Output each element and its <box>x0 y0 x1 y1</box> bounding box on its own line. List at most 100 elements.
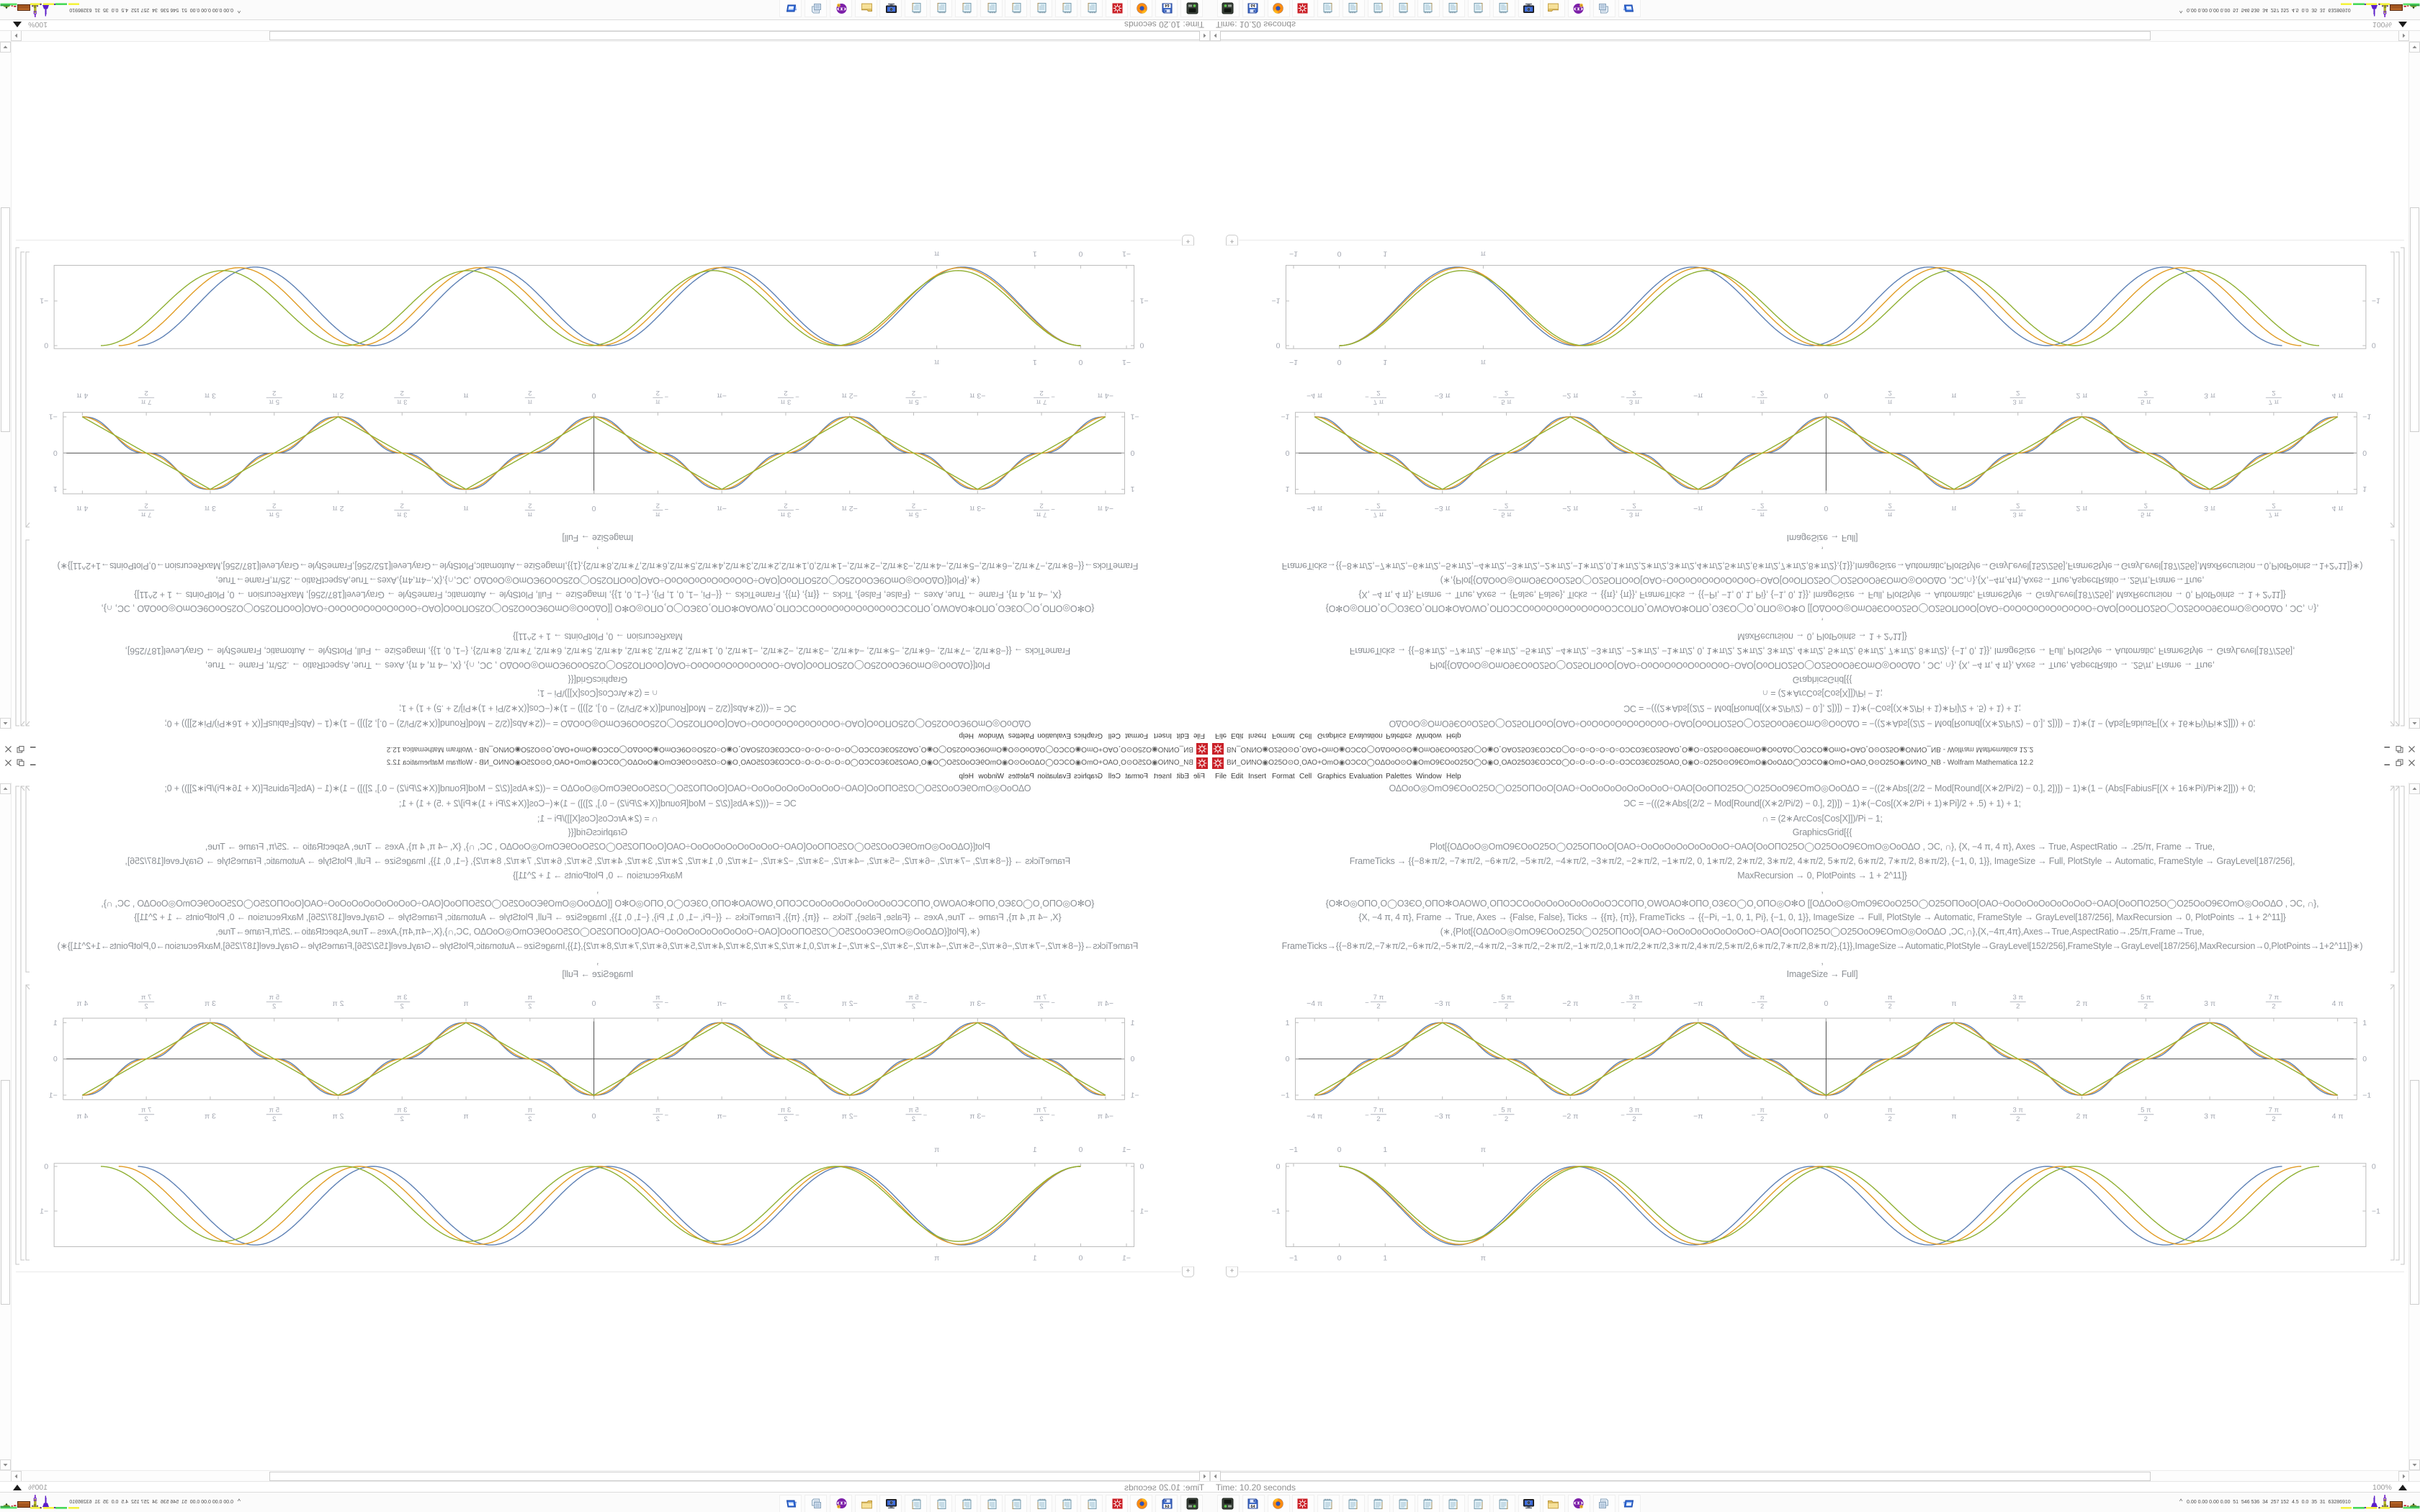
taskbar-icon-notepad[interactable] <box>1030 1495 1053 1512</box>
menu-graphics[interactable]: Graphics <box>1317 732 1347 739</box>
code-line-13[interactable]: , <box>596 956 599 966</box>
taskbar-icon-firefox[interactable] <box>1267 0 1290 17</box>
menu-cell[interactable]: Cell <box>1108 732 1121 739</box>
code-line-1[interactable]: ΟΔΟοΟ◎ΟmΟ9ЄΟοΟ25Ο◯Ο25ΟΠΟοΟ[ΟΑΟ÷ΟοΟοΟοΟοΟ… <box>164 719 1031 729</box>
code-line-3[interactable]: ∩ = (2∗ArcCos[Cos[X]])/Pi − 1; <box>537 688 658 698</box>
restore-button[interactable] <box>2396 759 2403 767</box>
menu-format[interactable]: Format <box>1272 732 1295 739</box>
taskbar-icon-notepad[interactable] <box>1468 0 1490 17</box>
code-line-8[interactable]: , <box>1821 617 1824 627</box>
taskbar-icon-monitor[interactable] <box>1518 1495 1541 1512</box>
code-line-12[interactable]: FrameTicks→{{−8∗π/2,−7∗π/2,−6∗π/2,−5∗π/2… <box>1281 941 2363 951</box>
code-line-7[interactable]: MaxRecursion → 0, PlotPoints → 1 + 2^11]… <box>1737 631 1907 642</box>
scroll-down-button[interactable] <box>0 42 11 53</box>
menu-help[interactable]: Help <box>959 773 974 780</box>
horizontal-scroll-thumb[interactable] <box>1220 1472 2151 1481</box>
tray-expand-chevron-icon[interactable]: ^ <box>2179 7 2183 14</box>
taskbar-icon-notepad[interactable] <box>1443 0 1466 17</box>
code-line-7[interactable]: MaxRecursion → 0, PlotPoints → 1 + 2^11]… <box>513 870 683 881</box>
code-line-8[interactable]: , <box>1821 885 1824 895</box>
taskbar-icon-mathematica[interactable] <box>1292 1495 1315 1512</box>
code-line-5[interactable]: Plot[{ΟΔΟοΟ◎ΟmΟ9ЄΟοΟ25Ο◯Ο25ΟΠΟοΟ[ΟΑΟ÷ΟοΟ… <box>205 842 990 852</box>
scroll-down-button[interactable] <box>2409 42 2420 53</box>
code-line-7[interactable]: MaxRecursion → 0, PlotPoints → 1 + 2^11]… <box>1737 870 1907 881</box>
taskbar-icon-mathematica[interactable] <box>1292 0 1315 17</box>
taskbar-icon-firefox[interactable] <box>1267 1495 1290 1512</box>
taskbar-icon-purple-mask[interactable] <box>1568 0 1591 17</box>
code-line-1[interactable]: ΟΔΟοΟ◎ΟmΟ9ЄΟοΟ25Ο◯Ο25ΟΠΟοΟ[ΟΑΟ÷ΟοΟοΟοΟοΟ… <box>164 783 1031 793</box>
taskbar-icon-notepad[interactable] <box>1417 1495 1440 1512</box>
code-line-12[interactable]: FrameTicks→{{−8∗π/2,−7∗π/2,−6∗π/2,−5∗π/2… <box>57 561 1139 571</box>
vertical-scroll-thumb[interactable] <box>2410 1080 2419 1305</box>
tray-expand-chevron-icon[interactable]: ^ <box>237 1498 241 1505</box>
scroll-left-button[interactable] <box>1210 30 1221 41</box>
cell-brackets[interactable] <box>12 783 33 1301</box>
taskbar-icon-notepad[interactable] <box>1367 0 1390 17</box>
code-line-6[interactable]: FrameTicks → {{−8∗π/2, −7∗π/2, −6∗π/2, −… <box>1349 646 2295 656</box>
code-line-1[interactable]: ΟΔΟοΟ◎ΟmΟ9ЄΟοΟ25Ο◯Ο25ΟΠΟοΟ[ΟΑΟ÷ΟοΟοΟοΟοΟ… <box>1389 783 2256 793</box>
scroll-left-button[interactable] <box>1199 30 1210 41</box>
taskbar-icon-notepad[interactable] <box>1080 0 1103 17</box>
taskbar-icon-notepad[interactable] <box>1367 1495 1390 1512</box>
window-titlebar[interactable]: ВИ_ОИNО◉О25О⊙О¸ОАО+ОmО◉ОƆϹО◯ОΔОοО⊙О◉ОmО9… <box>0 742 1210 756</box>
code-line-11[interactable]: (∗,{Plot[{ΟΔΟοΟ◎ΟmΟ9ЄΟοΟ25Ο◯Ο25ΟΠΟοΟ[ΟΑΟ… <box>215 575 980 585</box>
taskbar-icon-printer[interactable] <box>805 0 827 17</box>
code-line-10[interactable]: {X, −4 π, 4 π}, Frame → True, Axes → {Fa… <box>1358 912 2286 922</box>
taskbar-icon-printer[interactable] <box>805 1495 827 1512</box>
menu-help[interactable]: Help <box>959 732 974 739</box>
horizontal-scroll-thumb[interactable] <box>1220 31 2151 40</box>
scroll-right-button[interactable] <box>2398 30 2409 41</box>
menu-insert[interactable]: Insert <box>1248 773 1267 780</box>
taskbar-icon-notepad[interactable] <box>930 0 952 17</box>
code-line-10[interactable]: {X, −4 π, 4 π}, Frame → True, Axes → {Fa… <box>134 590 1062 600</box>
code-line-4[interactable]: GraphicsGrid[{{ <box>568 827 628 837</box>
menu-evaluation[interactable]: Evaluation <box>1037 732 1071 739</box>
scroll-up-button[interactable] <box>2409 718 2420 729</box>
menu-graphics[interactable]: Graphics <box>1073 732 1103 739</box>
taskbar-icon-monitor[interactable] <box>879 0 902 17</box>
taskbar-icon-notepad[interactable] <box>1317 1495 1340 1512</box>
code-line-13[interactable]: , <box>596 546 599 556</box>
cell-brackets[interactable] <box>12 211 33 729</box>
taskbar-icon-folder[interactable] <box>854 1495 877 1512</box>
zoom-menu-arrow-icon[interactable] <box>2398 22 2407 27</box>
restore-button[interactable] <box>17 759 24 767</box>
scroll-up-button[interactable] <box>2409 783 2420 794</box>
horizontal-scrollbar[interactable] <box>1210 30 2420 42</box>
window-titlebar[interactable]: ВИ_ОИNО◉О25О⊙О¸ОАО+ОmО◉ОƆϹО◯ОΔОοО⊙О◉ОmО9… <box>1210 742 2420 756</box>
code-line-3[interactable]: ∩ = (2∗ArcCos[Cos[X]])/Pi − 1; <box>1762 814 1883 824</box>
menu-graphics[interactable]: Graphics <box>1073 773 1103 780</box>
status-zoom-level[interactable]: 100% <box>28 1483 48 1492</box>
code-line-9[interactable]: {Ο✻Ο◎ΟΠΟ¸Ο◯Ο3ЄΟ¸ΟΠΟ✻ΟΑΟWΟ¸ΟΠΟƆϹΟοΟοΟοΟοΟ… <box>101 899 1095 909</box>
code-line-6[interactable]: FrameTicks → {{−8∗π/2, −7∗π/2, −6∗π/2, −… <box>125 856 1071 866</box>
menu-evaluation[interactable]: Evaluation <box>1037 773 1071 780</box>
code-line-9[interactable]: {Ο✻Ο◎ΟΠΟ¸Ο◯Ο3ЄΟ¸ΟΠΟ✻ΟΑΟWΟ¸ΟΠΟƆϹΟοΟοΟοΟοΟ… <box>1325 603 2319 613</box>
code-line-5[interactable]: Plot[{ΟΔΟοΟ◎ΟmΟ9ЄΟοΟ25Ο◯Ο25ΟΠΟοΟ[ΟΑΟ÷ΟοΟ… <box>1430 660 2215 670</box>
taskbar-icon-notepad[interactable] <box>1392 0 1415 17</box>
minimize-button[interactable] <box>29 745 37 753</box>
horizontal-scrollbar[interactable] <box>0 30 1210 42</box>
taskbar-icon-window-blue[interactable] <box>1618 1495 1641 1512</box>
taskbar-icon-notepad[interactable] <box>905 1495 928 1512</box>
notebook-content[interactable]: ΟΔΟοΟ◎ΟmΟ9ЄΟοΟ25Ο◯Ο25ΟΠΟοΟ[ΟΑΟ÷ΟοΟοΟοΟοΟ… <box>1210 42 2409 729</box>
menu-file[interactable]: File <box>1193 732 1205 739</box>
vertical-scroll-thumb[interactable] <box>2410 207 2419 432</box>
taskbar-icon-window-blue[interactable] <box>779 1495 802 1512</box>
taskbar-icon-device[interactable] <box>1180 0 1203 17</box>
scroll-right-button[interactable] <box>11 30 22 41</box>
taskbar-icon-notepad[interactable] <box>1317 0 1340 17</box>
menu-insert[interactable]: Insert <box>1248 732 1267 739</box>
restore-button[interactable] <box>2396 745 2403 753</box>
code-line-2[interactable]: ƆC = −(((2∗Abs[(2/2 − Mod[Round[(X∗2/Pi/… <box>1623 798 2021 809</box>
scroll-up-button[interactable] <box>0 783 11 794</box>
code-line-13[interactable]: , <box>1821 956 1824 966</box>
notebook-content[interactable]: ΟΔΟοΟ◎ΟmΟ9ЄΟοΟ25Ο◯Ο25ΟΠΟοΟ[ΟΑΟ÷ΟοΟοΟοΟοΟ… <box>1210 783 2409 1470</box>
cell-brackets[interactable] <box>2387 783 2408 1301</box>
code-line-8[interactable]: , <box>596 885 599 895</box>
code-line-14[interactable]: ImageSize → Full] <box>1786 969 1858 979</box>
menu-window[interactable]: Window <box>1416 773 1442 780</box>
vertical-scrollbar[interactable] <box>2408 42 2420 729</box>
taskbar-icon-mathematica[interactable] <box>1105 0 1128 17</box>
taskbar-icon-notepad[interactable] <box>1392 1495 1415 1512</box>
taskbar-icon-device[interactable] <box>1180 1495 1203 1512</box>
